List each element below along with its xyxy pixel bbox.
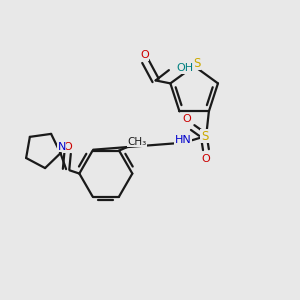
Text: O: O (63, 142, 72, 152)
Text: HN: HN (175, 135, 192, 145)
Text: S: S (201, 130, 208, 143)
Text: O: O (140, 50, 149, 60)
Text: N: N (58, 142, 66, 152)
Text: OH: OH (177, 63, 194, 73)
Text: S: S (193, 57, 200, 70)
Text: CH₃: CH₃ (127, 137, 146, 147)
Text: O: O (202, 154, 210, 164)
Text: O: O (182, 114, 191, 124)
